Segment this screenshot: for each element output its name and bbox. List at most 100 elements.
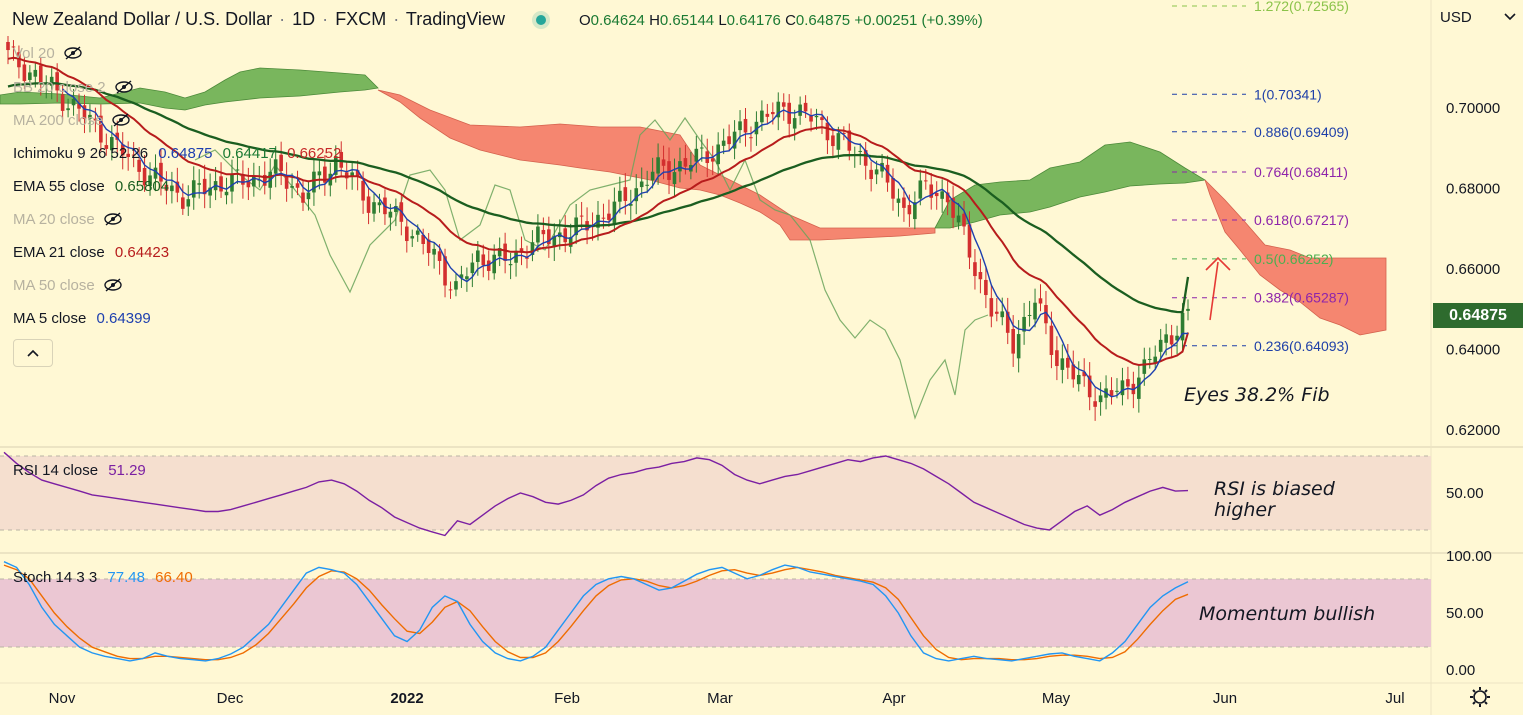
candle [481, 244, 486, 278]
legend-rsi[interactable]: RSI 14 close 51.29 [13, 462, 146, 479]
rsi-annotation-line1[interactable]: RSI is biased [1214, 478, 1335, 500]
time-tick-label: Feb [554, 690, 580, 707]
candle-body [295, 183, 300, 188]
candle [1158, 328, 1163, 362]
candle [852, 146, 857, 168]
candle [164, 171, 169, 205]
candle-body [1011, 328, 1015, 354]
time-tick-label: Nov [49, 690, 76, 707]
candle-body [241, 174, 245, 185]
legend-vol[interactable]: Vol 20 [13, 45, 83, 62]
candle-body [1120, 380, 1125, 396]
candle [503, 232, 507, 274]
candle [563, 215, 568, 253]
candle [82, 94, 87, 134]
ichimoku-value-1: 0.64875 [158, 145, 213, 162]
ema55-value: 0.65804 [114, 178, 170, 195]
candle-body [38, 65, 43, 83]
rsi-annotation-line2[interactable]: higher [1214, 499, 1275, 521]
stoch-annotation[interactable]: Momentum bullish [1199, 603, 1376, 625]
candle [1033, 288, 1037, 328]
legend-ichimoku[interactable]: Ichimoku 9 26 52 26 0.64875 0.64417 0.66… [13, 145, 342, 162]
candle-body [945, 192, 950, 203]
candle-body [732, 131, 737, 149]
candle-body [798, 104, 802, 116]
time-axis[interactable]: Nov Dec 2022 Feb Mar Apr May Jun Jul [49, 690, 1405, 707]
legend-bb[interactable]: BB 20 close 2 [13, 79, 134, 96]
ichimoku-cloud-bull-2 [934, 141, 1207, 229]
candle-body [432, 248, 436, 255]
currency-chevron-icon[interactable] [1504, 13, 1516, 21]
candle-body [1164, 334, 1168, 343]
candle [246, 167, 251, 201]
candle-body [650, 171, 655, 181]
candle-body [388, 211, 393, 218]
legend-ma50[interactable]: MA 50 close [13, 277, 123, 294]
candle [465, 267, 469, 292]
legend-stoch[interactable]: Stoch 14 3 3 77.48 66.40 [13, 569, 193, 586]
candle-body [126, 153, 130, 157]
candle [831, 129, 835, 159]
trend-arrow[interactable] [1205, 256, 1231, 321]
ema55-line [7, 82, 1190, 314]
candle-body [727, 136, 731, 145]
candle-body [252, 176, 256, 187]
candle-body [1076, 374, 1081, 385]
fib-annotation[interactable]: Eyes 38.2% Fib [1184, 384, 1330, 406]
candle-body [377, 202, 382, 206]
candle-body [874, 169, 879, 175]
eye-hidden-icon [112, 113, 130, 127]
candle [426, 233, 431, 266]
candle-body [492, 254, 497, 274]
legend-ma20[interactable]: MA 20 close [13, 211, 123, 228]
time-tick-label: Mar [707, 690, 733, 707]
candle-body [967, 224, 972, 258]
time-tick-label: Apr [882, 690, 905, 707]
ohlc-values: O0.64624 H0.65144 L0.64176 C0.64875 +0.0… [578, 12, 983, 29]
candle [869, 161, 873, 192]
candle-body [361, 180, 365, 201]
currency-selector[interactable]: USD [1440, 9, 1472, 26]
candle-body [1142, 359, 1147, 374]
candle [678, 147, 682, 183]
candle-body [612, 201, 617, 224]
candle-body [137, 159, 141, 172]
settings-gear-icon[interactable] [1470, 687, 1490, 707]
candle [902, 187, 906, 222]
legend-ema21[interactable]: EMA 21 close 0.64423 [13, 244, 170, 261]
candle [1038, 284, 1043, 312]
candle-body [683, 158, 688, 167]
candle [224, 177, 229, 205]
candle [71, 89, 76, 116]
candle-body [191, 180, 196, 198]
candle-body [940, 191, 944, 199]
candle-body [678, 161, 682, 172]
price-axis[interactable]: 0.70000 0.68000 0.66000 0.64000 0.62000 [1446, 100, 1500, 439]
candle [514, 239, 518, 277]
low-value: 0.64176 [726, 12, 781, 29]
candle [579, 201, 584, 229]
candle-body [1027, 315, 1032, 317]
candle-body [60, 94, 65, 111]
candle-body [579, 215, 584, 217]
legend-ema55[interactable]: EMA 55 close 0.65804 [13, 178, 170, 195]
candle-body [88, 114, 92, 119]
candle-body [1126, 379, 1130, 387]
candle-body [989, 298, 994, 317]
interval-label[interactable]: 1D [292, 9, 316, 29]
candle-body [1109, 390, 1114, 396]
candle-body [104, 145, 109, 149]
legend-ma200[interactable]: MA 200 close [13, 112, 131, 129]
open-value: 0.64624 [590, 12, 645, 29]
candle [891, 168, 895, 211]
time-tick-label: May [1042, 690, 1071, 707]
legend-ma5[interactable]: MA 5 close 0.64399 [13, 310, 151, 327]
legend-collapse-button[interactable] [13, 339, 53, 367]
change-value: +0.00251 (+0.39%) [854, 12, 983, 29]
price-tick-label: 0.70000 [1446, 100, 1500, 117]
fibonacci-levels[interactable]: 1.272(0.72565) 1(0.70341) 0.886(0.69409) 0.… [1172, 0, 1349, 354]
candle [732, 120, 737, 160]
candle-body [536, 226, 540, 243]
symbol-title[interactable]: New Zealand Dollar / U.S. Dollar [12, 9, 273, 29]
